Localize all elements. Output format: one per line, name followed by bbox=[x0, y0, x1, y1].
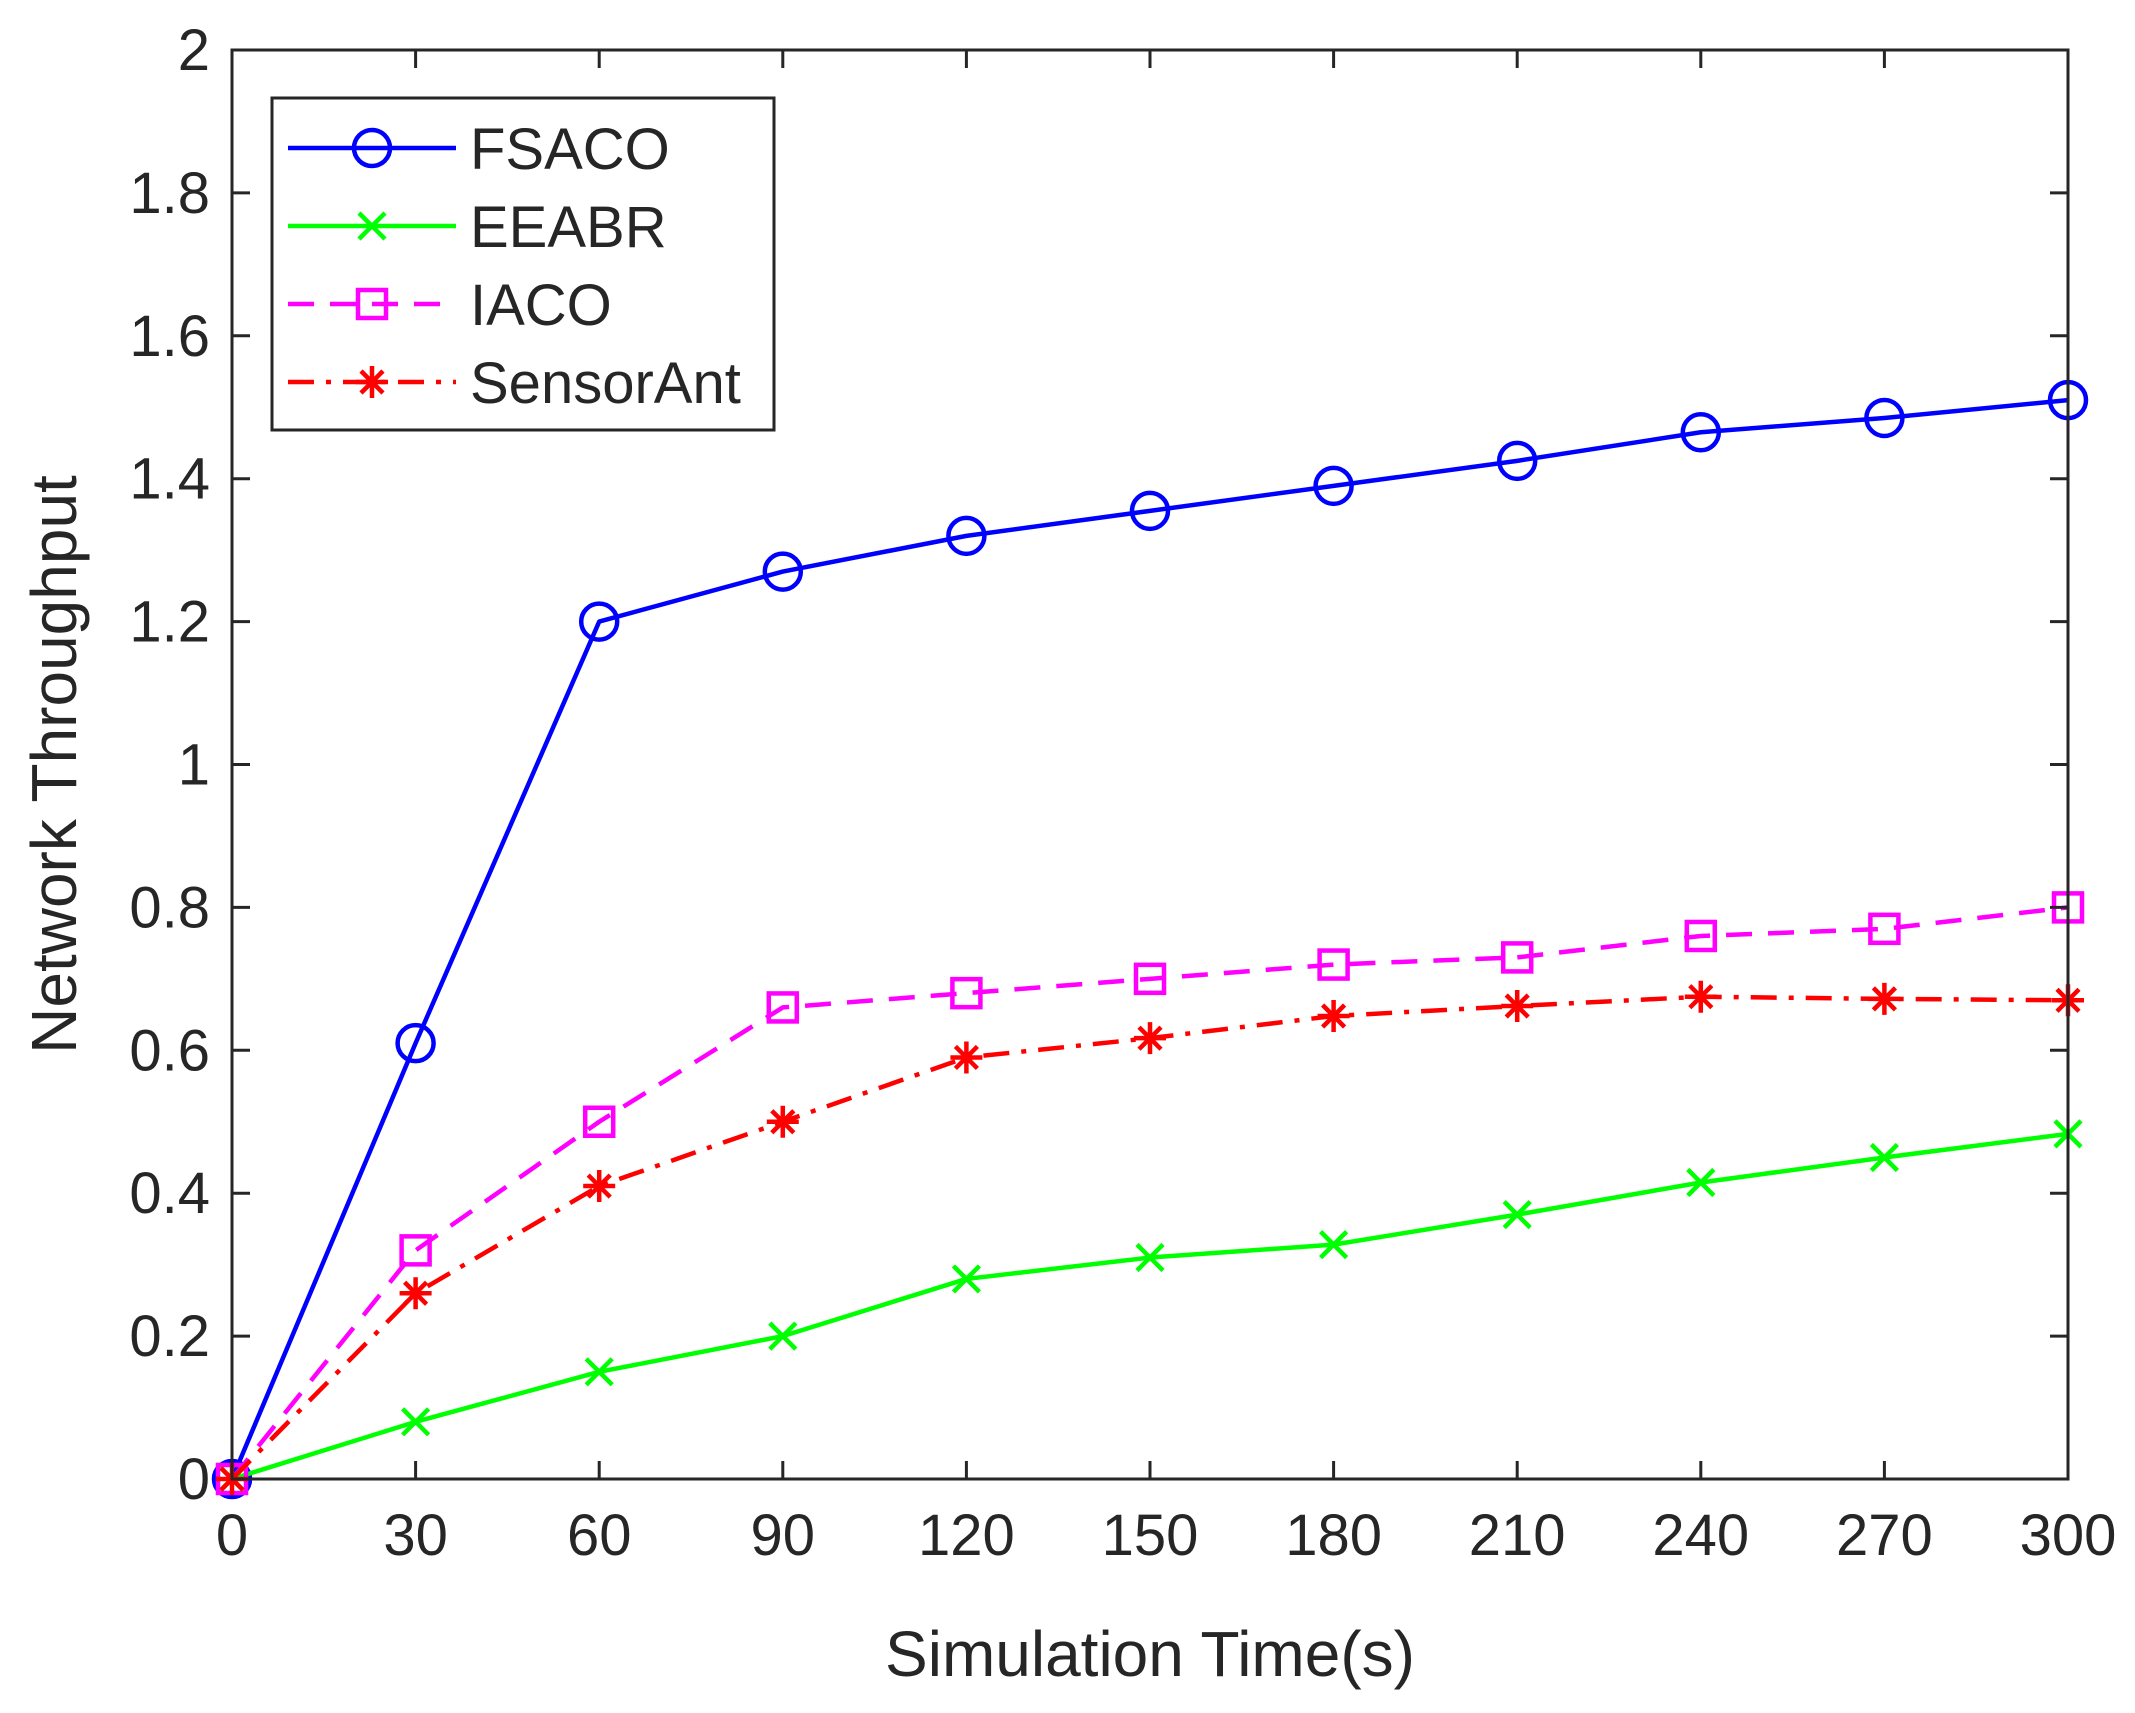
y-tick-label: 0.4 bbox=[129, 1161, 210, 1226]
series-line-sensorant bbox=[230, 994, 2069, 1481]
x-tick-label: 150 bbox=[1102, 1503, 1199, 1568]
legend-label-fsaco: FSACO bbox=[470, 117, 670, 182]
data-point-iaco bbox=[1684, 919, 1718, 953]
data-point-iaco bbox=[1868, 912, 1901, 946]
y-tick-label: 2 bbox=[178, 18, 210, 83]
y-axis-label: Network Throughput bbox=[18, 475, 90, 1054]
legend-marker-iaco bbox=[355, 287, 389, 321]
data-point-iaco bbox=[1133, 962, 1167, 996]
y-tick-label: 1 bbox=[178, 733, 210, 798]
legend-item-eeabr: EEABR bbox=[288, 195, 667, 260]
y-tick-label: 1.6 bbox=[129, 304, 210, 369]
data-point-eeabr bbox=[1869, 1142, 1899, 1173]
data-point-fsaco bbox=[1496, 440, 1538, 482]
data-point-iaco bbox=[950, 976, 983, 1010]
data-point-iaco bbox=[1500, 941, 1534, 974]
legend-label-iaco: IACO bbox=[470, 273, 612, 338]
legend-marker-fsaco bbox=[351, 127, 393, 169]
data-point-sensorant bbox=[583, 1170, 616, 1203]
series-line-fsaco bbox=[229, 397, 2069, 1480]
x-tick-label: 60 bbox=[567, 1503, 632, 1568]
legend: FSACO EEABR IACO SensorAnt bbox=[270, 96, 776, 432]
data-point-sensorant bbox=[950, 1041, 983, 1074]
data-point-eeabr bbox=[951, 1264, 981, 1294]
series-iaco bbox=[215, 891, 2085, 1496]
legend-marker-sensorant bbox=[356, 366, 388, 398]
data-point-fsaco bbox=[578, 601, 620, 642]
x-tick-label: 240 bbox=[1652, 1503, 1749, 1568]
data-point-fsaco bbox=[1129, 490, 1171, 532]
y-tick-label: 1.8 bbox=[129, 161, 210, 226]
x-axis-label: Simulation Time(s) bbox=[885, 1618, 1415, 1690]
legend-label-sensorant: SensorAnt bbox=[470, 351, 741, 416]
series-eeabr bbox=[217, 1119, 2083, 1494]
series-line-iaco bbox=[230, 905, 2069, 1481]
data-point-eeabr bbox=[584, 1357, 614, 1387]
x-tick-label: 0 bbox=[216, 1503, 248, 1568]
series-fsaco bbox=[211, 379, 2089, 1500]
data-point-eeabr bbox=[401, 1407, 431, 1437]
y-tick-label: 1.2 bbox=[129, 590, 210, 655]
data-point-eeabr bbox=[768, 1321, 798, 1351]
data-point-sensorant bbox=[1868, 982, 1901, 1015]
data-point-fsaco bbox=[946, 515, 987, 557]
legend-marker-eeabr bbox=[357, 211, 387, 241]
data-point-eeabr bbox=[1686, 1167, 1716, 1198]
data-point-eeabr bbox=[1502, 1200, 1532, 1230]
data-point-iaco bbox=[582, 1105, 616, 1138]
x-tick-label: 210 bbox=[1469, 1503, 1566, 1568]
y-tick-label: 0 bbox=[178, 1447, 210, 1512]
series-layer bbox=[211, 379, 2089, 1500]
data-point-eeabr bbox=[1135, 1242, 1165, 1273]
data-point-sensorant bbox=[1317, 1000, 1350, 1032]
x-tick-label: 180 bbox=[1285, 1503, 1382, 1568]
data-point-iaco bbox=[766, 991, 800, 1024]
x-tick-label: 90 bbox=[751, 1503, 816, 1568]
data-point-sensorant bbox=[1134, 1022, 1166, 1055]
data-point-fsaco bbox=[1313, 465, 1354, 507]
data-point-eeabr bbox=[1319, 1230, 1349, 1260]
legend-item-sensorant: SensorAnt bbox=[288, 351, 741, 416]
x-tick-label: 30 bbox=[383, 1503, 448, 1568]
data-point-sensorant bbox=[766, 1105, 799, 1138]
data-point-sensorant bbox=[399, 1277, 432, 1310]
data-point-iaco bbox=[399, 1234, 432, 1267]
data-point-sensorant bbox=[1501, 990, 1534, 1022]
legend-item-fsaco: FSACO bbox=[288, 117, 670, 182]
y-tick-label: 0.6 bbox=[129, 1018, 210, 1083]
data-point-iaco bbox=[1317, 948, 1350, 981]
y-tick-label: 0.8 bbox=[129, 875, 210, 940]
data-point-fsaco bbox=[1864, 397, 1905, 439]
data-point-fsaco bbox=[1680, 412, 1722, 453]
legend-label-eeabr: EEABR bbox=[470, 195, 667, 260]
ticks-layer: 0 30 60 90 120 150 180 210 240 270 300 0 0.2 0.4 0.6 0.… bbox=[129, 18, 2116, 1568]
y-tick-label: 0.2 bbox=[129, 1304, 210, 1369]
y-tick-label: 1.4 bbox=[129, 447, 210, 512]
data-point-fsaco bbox=[762, 551, 804, 592]
data-point-fsaco bbox=[395, 1022, 436, 1064]
x-tick-label: 270 bbox=[1836, 1503, 1933, 1568]
x-tick-label: 300 bbox=[2020, 1503, 2117, 1568]
series-line-eeabr bbox=[231, 1131, 2069, 1482]
data-point-sensorant bbox=[1684, 980, 1717, 1013]
x-tick-label: 120 bbox=[918, 1503, 1015, 1568]
legend-item-iaco: IACO bbox=[288, 273, 612, 338]
series-sensorant bbox=[216, 980, 2084, 1495]
